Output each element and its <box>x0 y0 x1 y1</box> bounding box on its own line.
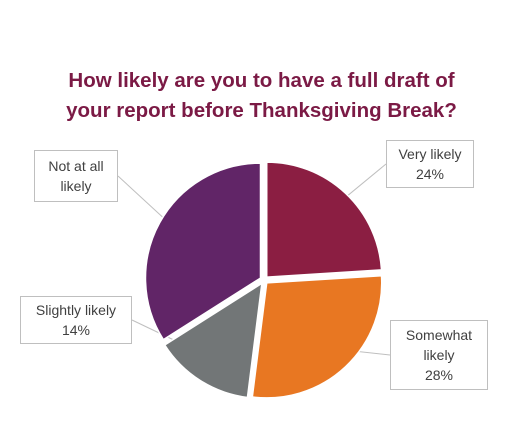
pie-slice-slightly-likely <box>163 281 263 399</box>
pie-slice-not-at-all-likely <box>144 162 262 341</box>
pie-slice-somewhat-likely <box>251 274 383 399</box>
callout-very-likely: Very likely 24% <box>386 140 474 188</box>
callout-not-at-all-likely-label-1: Not at all <box>48 158 104 174</box>
callout-somewhat-likely-label-1: Somewhat <box>405 327 473 343</box>
callout-slightly-likely: Slightly likely 14% <box>20 296 132 344</box>
callout-not-at-all-likely-label-2: likely <box>60 178 92 194</box>
callout-very-likely-value: 24% <box>415 166 445 182</box>
callout-slightly-likely-label: Slightly likely <box>35 302 117 318</box>
callout-somewhat-likely-label-2: likely <box>423 347 455 363</box>
pie-slices <box>144 161 383 399</box>
callout-somewhat-likely-value: 28% <box>424 367 454 383</box>
chart-title-line-2: your report before Thanksgiving Break? <box>66 99 457 122</box>
pie-slice-very-likely <box>265 161 383 278</box>
chart-title: How likely are you to have a full draft … <box>0 66 523 126</box>
callout-not-at-all-likely: Not at all likely <box>34 150 118 202</box>
chart-title-line-1: How likely are you to have a full draft … <box>68 69 455 92</box>
callout-very-likely-label: Very likely <box>398 146 462 162</box>
callout-somewhat-likely: Somewhat likely 28% <box>390 320 488 390</box>
callout-slightly-likely-value: 14% <box>61 322 91 338</box>
